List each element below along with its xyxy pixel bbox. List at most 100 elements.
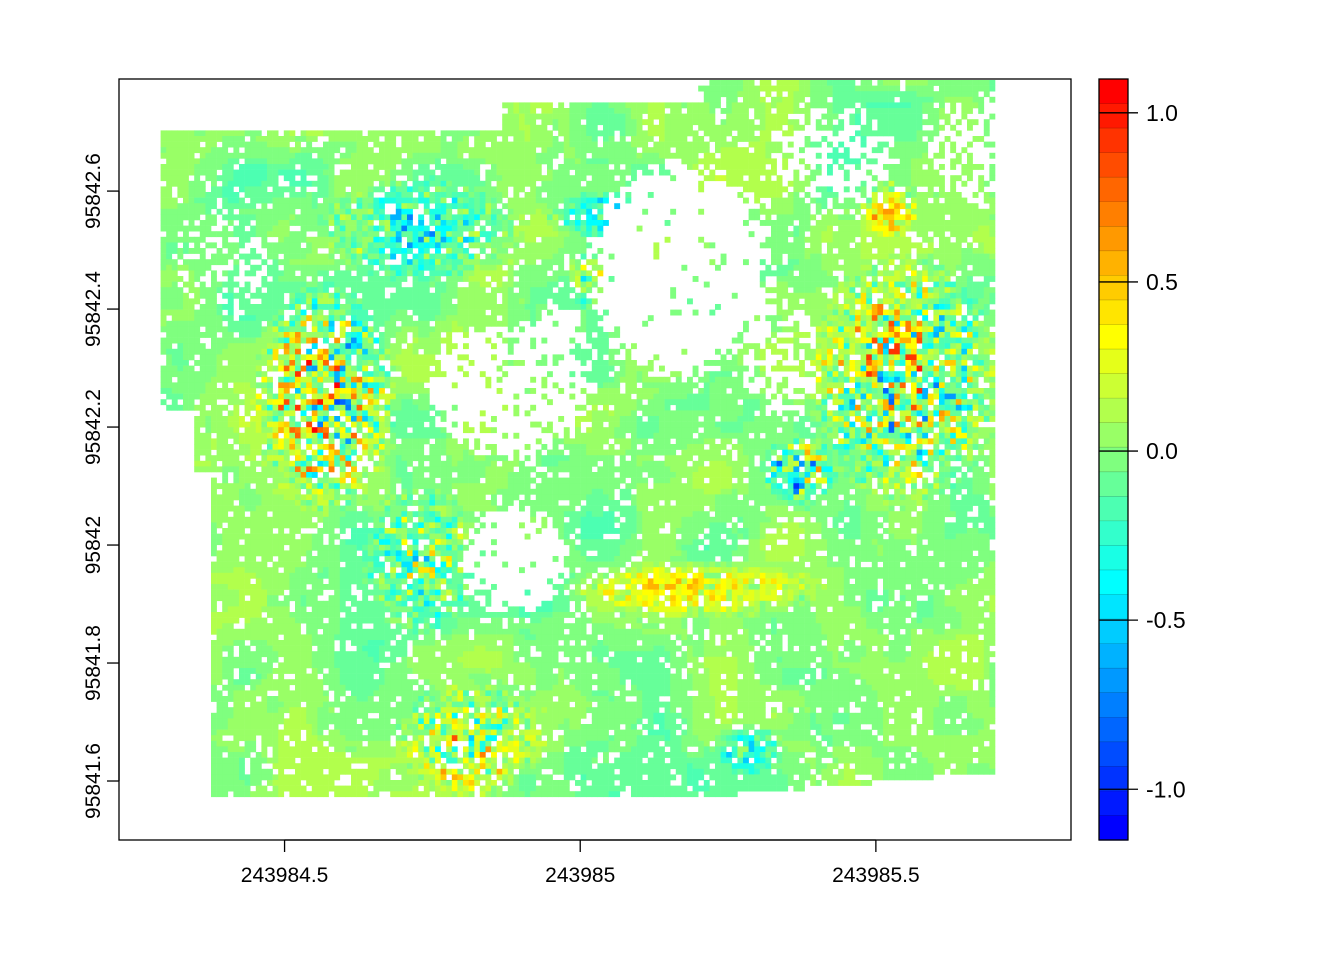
raster-cell xyxy=(233,326,240,333)
raster-cell xyxy=(703,360,710,366)
raster-cell xyxy=(827,337,833,344)
raster-cell xyxy=(519,309,525,316)
raster-cell xyxy=(362,304,369,310)
raster-cell xyxy=(653,102,660,109)
raster-cell xyxy=(395,197,402,204)
raster-cell xyxy=(227,192,234,198)
raster-cell xyxy=(955,304,962,310)
raster-cell xyxy=(205,264,212,271)
raster-cell xyxy=(401,315,408,322)
raster-cell xyxy=(911,158,917,165)
raster-cell xyxy=(653,248,660,254)
raster-cell xyxy=(171,164,178,170)
raster-cell xyxy=(754,91,761,98)
raster-cell xyxy=(950,197,957,204)
raster-cell xyxy=(967,158,973,165)
raster-cell xyxy=(810,197,817,204)
raster-cell xyxy=(939,203,945,210)
raster-cell xyxy=(451,220,458,226)
raster-cell xyxy=(317,158,324,165)
raster-cell xyxy=(709,242,716,249)
raster-cell xyxy=(216,136,223,142)
raster-cell xyxy=(877,124,884,131)
raster-cell xyxy=(922,225,929,232)
raster-cell xyxy=(356,276,363,282)
raster-cell xyxy=(877,354,884,361)
raster-cell xyxy=(832,343,839,350)
raster-cell xyxy=(838,281,845,288)
raster-cell xyxy=(457,236,464,243)
raster-cell xyxy=(519,231,525,238)
raster-cell xyxy=(888,96,895,103)
raster-cell xyxy=(177,236,184,243)
raster-cell xyxy=(216,186,223,193)
raster-cell xyxy=(367,259,374,266)
raster-cell xyxy=(519,326,525,333)
raster-cell xyxy=(591,147,598,154)
raster-cell xyxy=(166,186,173,193)
raster-cell xyxy=(793,304,800,310)
raster-cell xyxy=(261,298,268,305)
raster-cell xyxy=(978,96,985,103)
raster-cell xyxy=(866,309,873,316)
raster-cell xyxy=(496,141,503,148)
raster-cell xyxy=(552,259,559,266)
raster-cell xyxy=(591,186,598,193)
raster-cell xyxy=(899,152,906,159)
raster-cell xyxy=(860,248,867,254)
raster-cell xyxy=(815,248,822,254)
raster-cell xyxy=(888,304,895,310)
raster-cell xyxy=(485,264,492,271)
raster-cell xyxy=(194,248,201,254)
raster-cell xyxy=(927,248,934,254)
raster-cell xyxy=(300,320,307,327)
raster-cell xyxy=(345,147,352,154)
raster-cell xyxy=(479,315,486,322)
raster-cell xyxy=(916,141,923,148)
raster-cell xyxy=(507,253,514,260)
raster-cell xyxy=(272,281,279,288)
raster-cell xyxy=(703,102,710,109)
raster-cell xyxy=(569,113,576,120)
raster-cell xyxy=(295,360,301,366)
raster-cell xyxy=(177,264,184,271)
raster-cell xyxy=(233,147,240,154)
raster-cell xyxy=(311,298,318,305)
raster-cell xyxy=(194,287,201,294)
raster-cell xyxy=(395,225,402,232)
raster-cell xyxy=(205,259,212,266)
raster-cell xyxy=(345,259,352,266)
raster-cell xyxy=(211,326,217,333)
raster-cell xyxy=(261,242,268,249)
raster-cell xyxy=(916,309,923,316)
raster-cell xyxy=(827,225,833,232)
raster-cell xyxy=(860,242,867,249)
raster-cell xyxy=(356,130,363,137)
raster-cell xyxy=(306,136,313,142)
raster-cell xyxy=(166,214,173,221)
raster-cell xyxy=(608,108,615,114)
raster-cell xyxy=(860,298,867,305)
raster-cell xyxy=(619,113,626,120)
raster-cell xyxy=(597,332,604,338)
raster-cell xyxy=(412,354,419,361)
raster-cell xyxy=(295,236,301,243)
raster-cell xyxy=(194,208,201,215)
raster-cell xyxy=(222,304,229,310)
raster-cell xyxy=(513,360,520,366)
raster-cell xyxy=(188,248,195,254)
raster-cell xyxy=(911,348,917,355)
raster-cell xyxy=(597,365,604,372)
raster-cell xyxy=(888,113,895,120)
raster-cell xyxy=(916,203,923,210)
raster-cell xyxy=(911,108,917,114)
raster-cell xyxy=(379,147,385,154)
raster-cell xyxy=(261,147,268,154)
raster-cell xyxy=(278,304,285,310)
raster-cell xyxy=(407,287,413,294)
raster-cell xyxy=(513,175,520,182)
raster-cell xyxy=(933,80,940,86)
raster-cell xyxy=(239,220,245,226)
raster-cell xyxy=(479,130,486,137)
raster-cell xyxy=(978,264,985,271)
